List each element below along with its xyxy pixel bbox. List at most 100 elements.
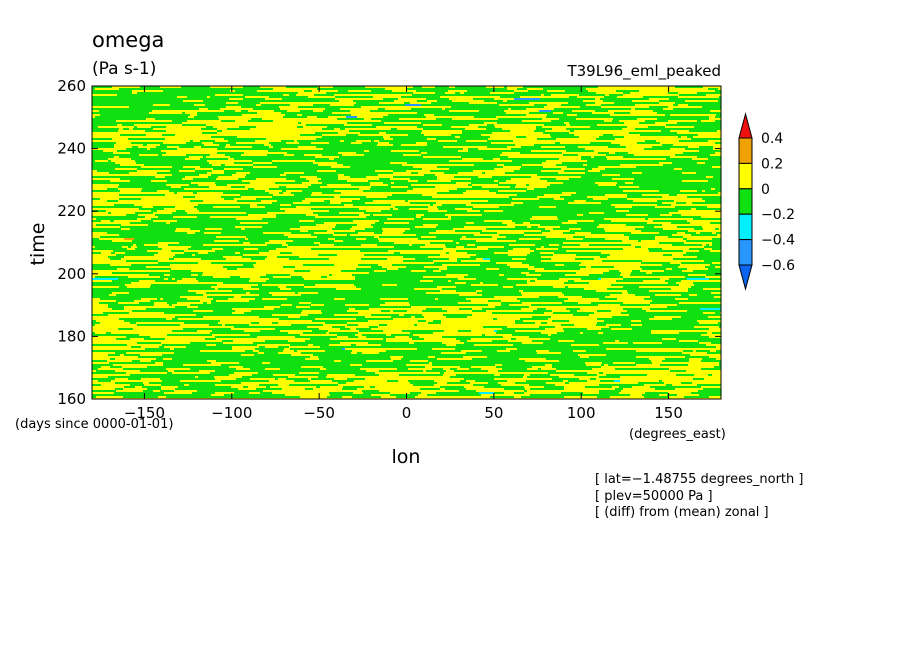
heatmap-cell bbox=[92, 144, 114, 146]
heatmap-cell bbox=[103, 146, 114, 148]
heatmap-cell bbox=[677, 304, 704, 306]
heatmap-cell bbox=[459, 308, 472, 310]
heatmap-cell bbox=[420, 260, 433, 262]
heatmap-cell bbox=[530, 346, 543, 348]
heatmap-cell bbox=[594, 156, 606, 158]
heatmap-cell bbox=[400, 346, 426, 348]
heatmap-cell bbox=[530, 248, 536, 250]
heatmap-cell bbox=[381, 344, 404, 346]
heatmap-cell bbox=[276, 214, 297, 216]
heatmap-cell bbox=[279, 364, 283, 366]
heatmap-cell bbox=[387, 224, 406, 226]
heatmap-cell bbox=[283, 168, 307, 170]
heatmap-cell bbox=[234, 392, 249, 394]
heatmap-cell bbox=[453, 368, 457, 370]
heatmap-cell bbox=[150, 104, 153, 106]
heatmap-cell bbox=[238, 190, 265, 192]
heatmap-cell bbox=[313, 190, 334, 192]
heatmap-cell bbox=[408, 248, 424, 250]
heatmap-cell bbox=[581, 104, 586, 106]
heatmap-cell bbox=[151, 284, 176, 286]
heatmap-cell bbox=[253, 158, 257, 160]
heatmap-cell bbox=[582, 358, 596, 360]
heatmap-cell bbox=[345, 146, 373, 148]
heatmap-cell bbox=[262, 88, 273, 90]
heatmap-cell bbox=[211, 302, 235, 304]
heatmap-cell bbox=[249, 94, 259, 96]
heatmap-cell bbox=[263, 172, 284, 174]
heatmap-cell bbox=[200, 166, 209, 168]
note-diff: [ (diff) from (mean) zonal ] bbox=[595, 505, 769, 520]
heatmap-cell bbox=[569, 178, 588, 180]
heatmap-cell bbox=[584, 116, 608, 118]
heatmap-cell bbox=[532, 316, 551, 318]
heatmap-cell bbox=[416, 162, 439, 164]
heatmap-cell bbox=[486, 130, 495, 132]
heatmap-cell bbox=[207, 358, 214, 360]
heatmap-cell bbox=[616, 184, 626, 186]
heatmap-cell bbox=[211, 240, 214, 242]
heatmap-cell bbox=[255, 356, 269, 358]
heatmap-cell bbox=[694, 126, 719, 128]
heatmap-cell bbox=[559, 118, 576, 120]
heatmap-cell bbox=[271, 144, 299, 146]
heatmap-cell bbox=[597, 106, 601, 108]
heatmap-cell bbox=[413, 384, 434, 386]
heatmap-cell bbox=[119, 216, 140, 218]
heatmap-cell bbox=[381, 274, 389, 276]
heatmap-cell bbox=[413, 138, 427, 140]
heatmap-cell bbox=[681, 316, 708, 318]
heatmap-cell bbox=[410, 382, 437, 384]
heatmap-cell bbox=[172, 118, 197, 120]
heatmap-cell bbox=[715, 116, 721, 118]
heatmap-cell bbox=[482, 244, 509, 246]
heatmap-cell bbox=[218, 238, 235, 240]
heatmap-cell bbox=[650, 386, 675, 388]
heatmap-cell bbox=[310, 306, 333, 308]
heatmap-cell bbox=[632, 212, 653, 214]
heatmap-cell bbox=[174, 370, 199, 372]
heatmap-cell bbox=[202, 312, 214, 314]
heatmap-cell bbox=[428, 360, 434, 362]
heatmap-cell bbox=[260, 168, 263, 170]
heatmap-cell bbox=[570, 92, 596, 94]
heatmap-cell bbox=[583, 248, 595, 250]
heatmap-cell bbox=[450, 376, 456, 378]
heatmap-cell bbox=[379, 88, 385, 90]
heatmap-cell bbox=[436, 226, 464, 228]
heatmap-cell bbox=[387, 292, 392, 294]
heatmap-cell bbox=[415, 258, 432, 260]
heatmap-cell bbox=[497, 100, 503, 102]
heatmap-cell bbox=[291, 204, 314, 206]
heatmap-cell bbox=[442, 288, 466, 290]
y-tick-label: 160 bbox=[57, 390, 86, 408]
heatmap-cell bbox=[454, 370, 468, 372]
heatmap-cell bbox=[151, 396, 154, 398]
heatmap-cell bbox=[162, 380, 180, 382]
heatmap-cell bbox=[307, 364, 332, 366]
heatmap-cell bbox=[144, 164, 150, 166]
heatmap-cell bbox=[383, 242, 394, 244]
heatmap-cell bbox=[257, 174, 280, 176]
heatmap-cell bbox=[425, 272, 433, 274]
heatmap-cell bbox=[593, 122, 599, 124]
heatmap-cell bbox=[663, 242, 672, 244]
heatmap-cell bbox=[329, 152, 338, 154]
heatmap-cell bbox=[591, 108, 597, 110]
heatmap-cell bbox=[217, 130, 222, 132]
heatmap-cell bbox=[701, 360, 721, 362]
heatmap-cell bbox=[217, 92, 237, 94]
heatmap-cell bbox=[298, 106, 316, 108]
heatmap-cell bbox=[701, 368, 718, 370]
heatmap-cell bbox=[529, 112, 550, 114]
heatmap-cell bbox=[387, 150, 391, 152]
heatmap-cell bbox=[603, 272, 621, 274]
heatmap-cell bbox=[268, 150, 275, 152]
heatmap-cell bbox=[327, 126, 348, 128]
heatmap-cell bbox=[396, 244, 409, 246]
heatmap-cell bbox=[564, 294, 587, 296]
heatmap-cell bbox=[476, 142, 491, 144]
heatmap-cell bbox=[264, 236, 288, 238]
heatmap-cell bbox=[367, 198, 372, 200]
heatmap-cell bbox=[607, 172, 622, 174]
